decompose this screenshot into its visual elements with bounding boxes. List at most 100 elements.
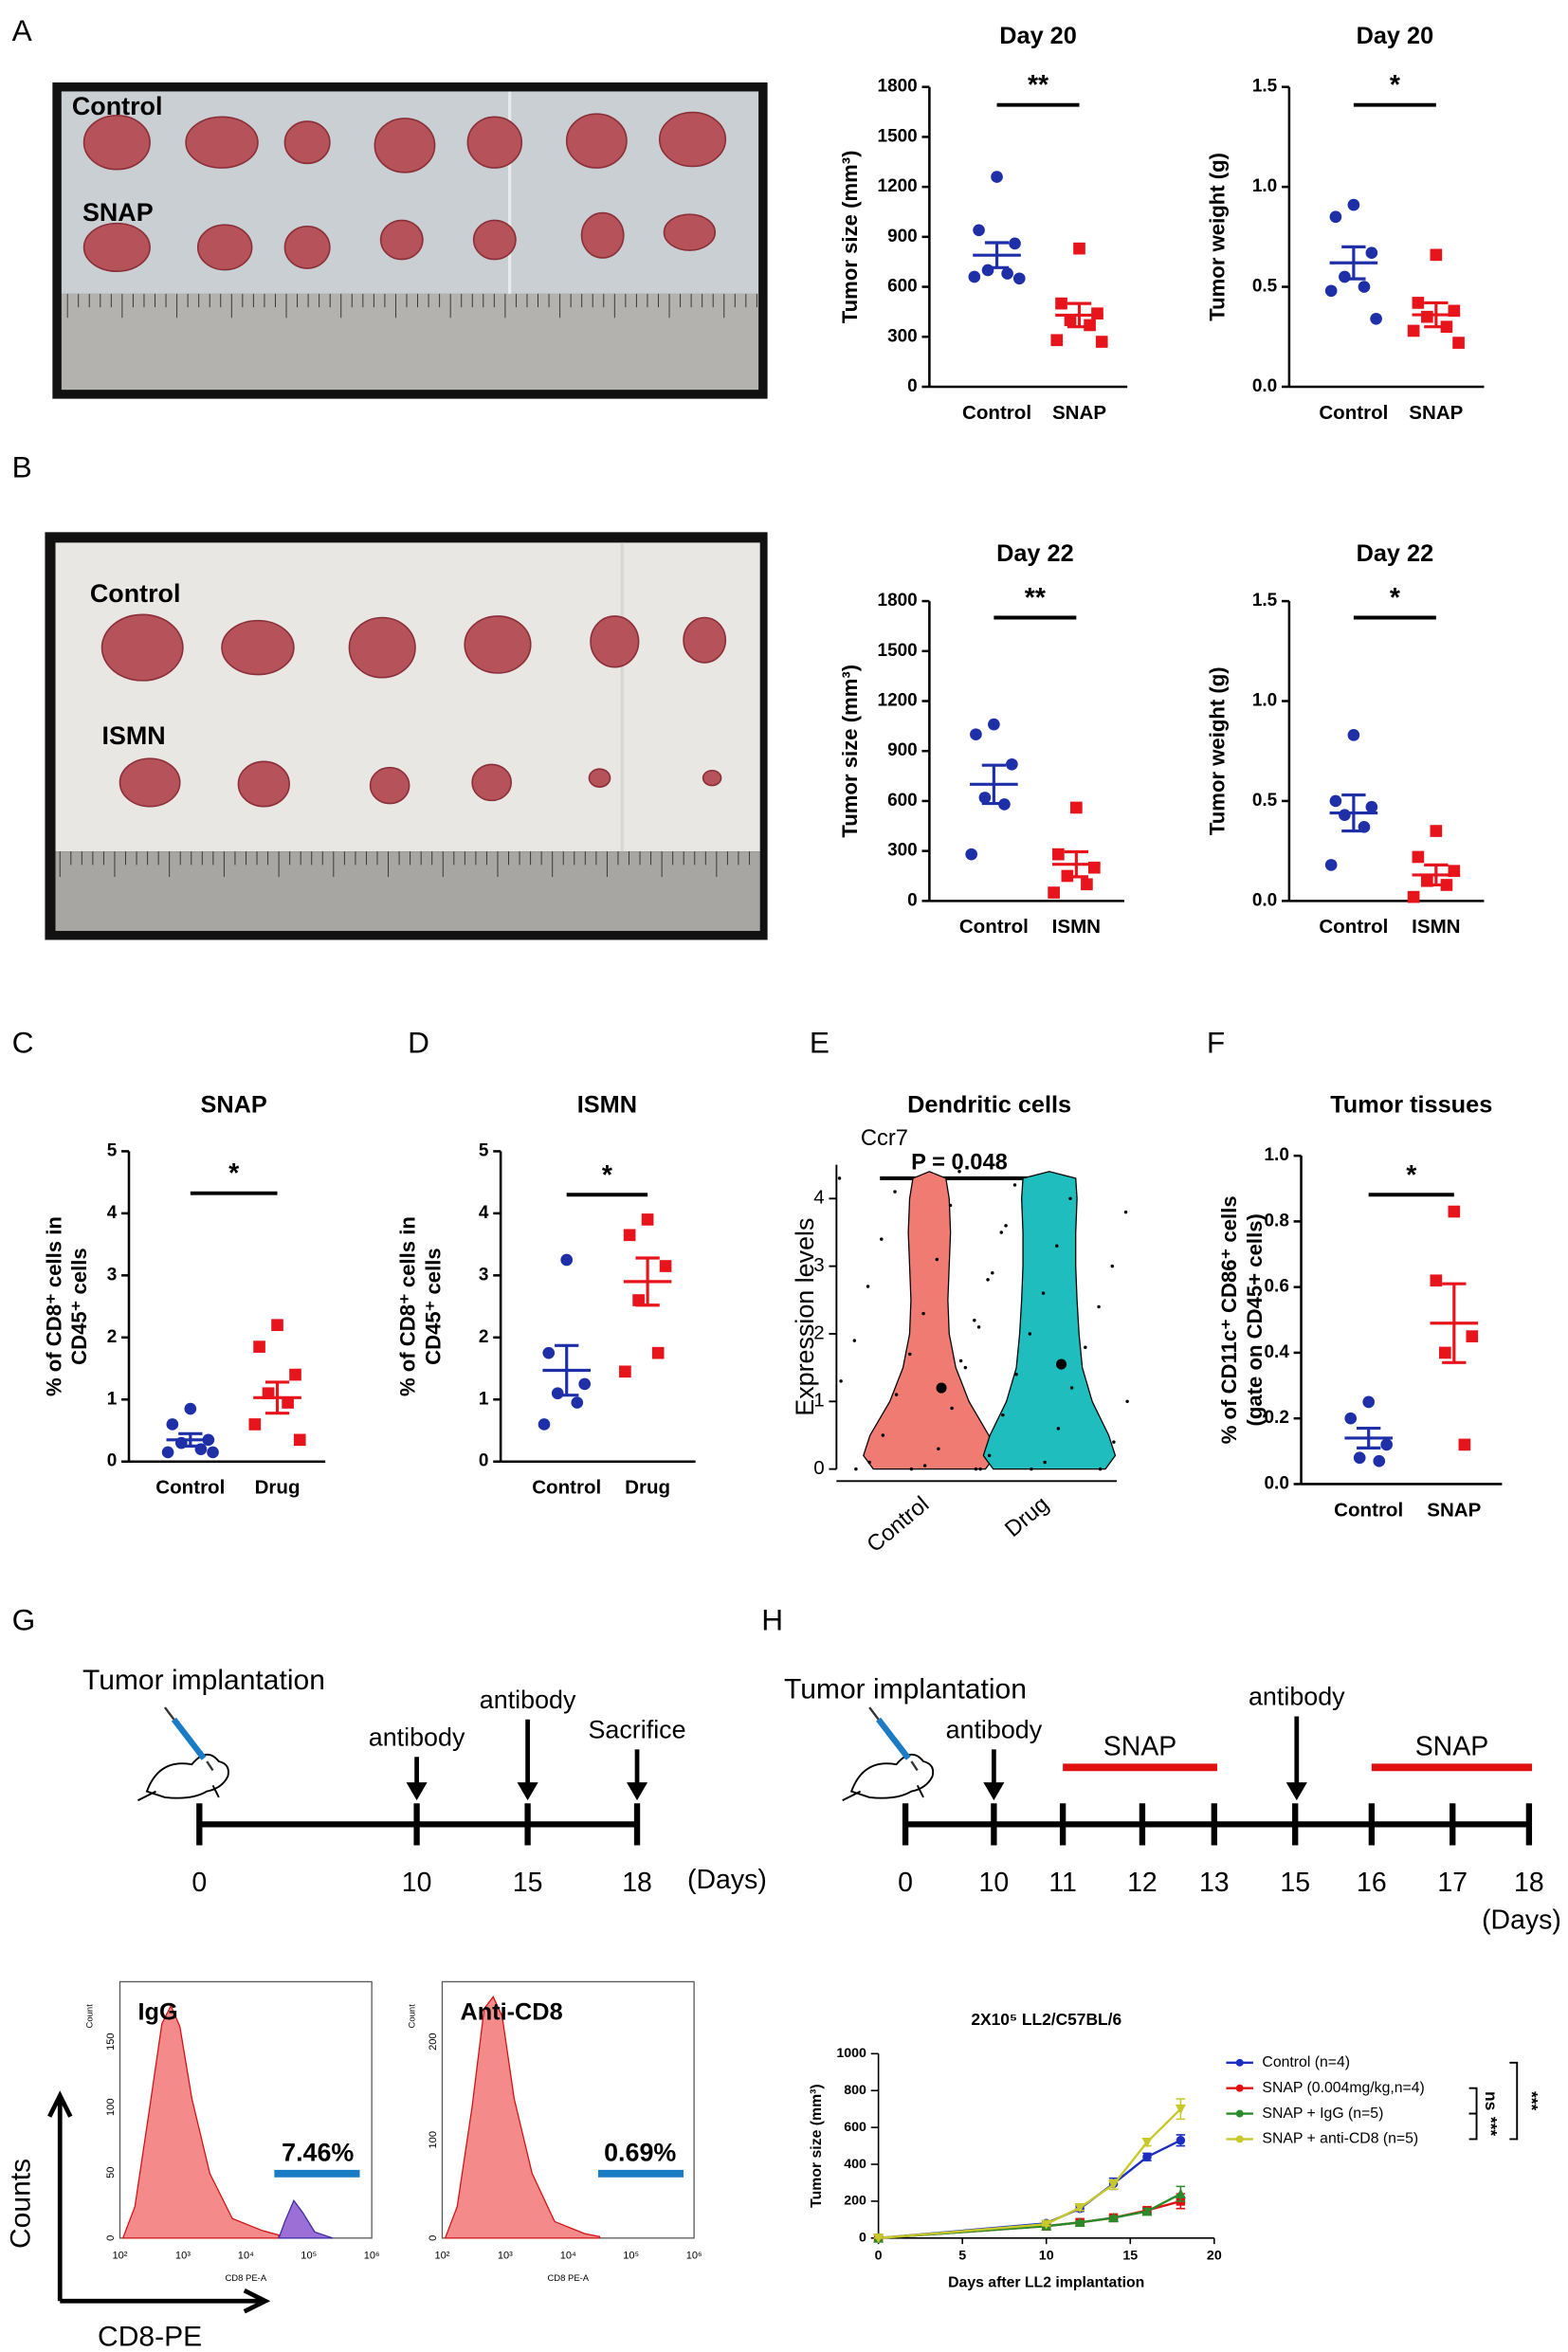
data-point bbox=[1458, 1438, 1471, 1451]
panel-letter: E bbox=[810, 1025, 830, 1059]
data-point bbox=[1081, 878, 1093, 891]
x-tick-label: Control bbox=[1319, 402, 1388, 424]
jitter-point bbox=[1098, 1467, 1103, 1471]
data-point bbox=[161, 1446, 174, 1459]
flow-x-tick: 10⁴ bbox=[560, 2251, 576, 2262]
axis-arrows bbox=[47, 2090, 271, 2314]
significance: ** bbox=[1028, 70, 1049, 100]
tumor bbox=[283, 120, 331, 165]
tumor bbox=[588, 768, 611, 788]
y-axis-label: % of CD8⁺ cells in bbox=[42, 1216, 65, 1396]
timeline-tick-label: 15 bbox=[513, 1868, 543, 1898]
y-tick-label: 0.6 bbox=[1265, 1277, 1289, 1297]
jitter-point bbox=[935, 1257, 939, 1262]
median-point bbox=[936, 1382, 947, 1394]
data-point bbox=[1347, 198, 1360, 211]
photo-b bbox=[45, 532, 768, 940]
data-point bbox=[1006, 757, 1018, 771]
data-point bbox=[1064, 314, 1077, 327]
y-tick-label: 0 bbox=[859, 2231, 866, 2246]
data-point bbox=[1142, 2152, 1152, 2161]
data-point bbox=[1052, 848, 1065, 861]
panel-letter: B bbox=[12, 449, 32, 483]
jitter-point bbox=[978, 1467, 982, 1471]
data-point bbox=[1347, 729, 1360, 741]
timeline-tick-label: 10 bbox=[402, 1868, 432, 1898]
jitter-point bbox=[1012, 1183, 1017, 1187]
flow-y-tick: 50 bbox=[105, 2167, 117, 2179]
y-axis-label: Tumor size (mm³) bbox=[838, 665, 862, 838]
flow-x-tick: 10⁵ bbox=[301, 2251, 317, 2262]
y-tick-label: 1.5 bbox=[1252, 77, 1278, 97]
timeline-tick-label: 12 bbox=[1127, 1868, 1158, 1898]
jitter-point bbox=[1004, 1224, 1008, 1228]
y-tick-label: 0.0 bbox=[1252, 890, 1277, 910]
y-tick-label: 1 bbox=[813, 1390, 824, 1412]
event-arrowhead bbox=[517, 1782, 538, 1801]
legend-marker bbox=[1235, 2084, 1244, 2092]
y-tick-label: 0 bbox=[813, 1457, 824, 1479]
data-point bbox=[1370, 312, 1382, 325]
event-arrowhead bbox=[406, 1782, 428, 1801]
data-point bbox=[659, 1260, 672, 1272]
chart-title: Tumor tissues bbox=[1330, 1092, 1492, 1119]
ruler bbox=[61, 293, 759, 391]
flow-y-tick: 150 bbox=[105, 2033, 117, 2050]
event-label: Sacrifice bbox=[589, 1715, 686, 1743]
jitter-point bbox=[1112, 1440, 1116, 1444]
tumor bbox=[348, 616, 416, 679]
tumor bbox=[590, 615, 640, 668]
chart-title: SNAP bbox=[201, 1092, 267, 1119]
tumor bbox=[119, 757, 181, 808]
jitter-point bbox=[1110, 1264, 1115, 1268]
timeline-start-label: Tumor implantation bbox=[784, 1674, 1027, 1705]
error-bar bbox=[1357, 1426, 1381, 1449]
timeline-tick-label: 15 bbox=[1280, 1868, 1310, 1898]
y-axis-label: Tumor weight (g) bbox=[1205, 153, 1229, 321]
y-axis-label: Tumor size (mm³) bbox=[809, 2084, 825, 2207]
flow-y-tick: 0 bbox=[105, 2235, 117, 2241]
series-line bbox=[878, 2199, 1181, 2240]
y-tick-label: 1800 bbox=[878, 591, 918, 611]
data-point bbox=[1324, 284, 1338, 298]
y-tick-label: 900 bbox=[887, 227, 918, 246]
y-tick-label: 3 bbox=[107, 1265, 118, 1285]
jitter-point bbox=[950, 1406, 954, 1411]
jitter-point bbox=[1069, 1386, 1074, 1390]
chart-title: Day 20 bbox=[1357, 23, 1434, 49]
y-tick-label: 1 bbox=[479, 1389, 489, 1409]
x-axis-label: Days after LL2 implantation bbox=[948, 2274, 1144, 2290]
jitter-point bbox=[937, 1447, 940, 1450]
chart-subtitle: Ccr7 bbox=[861, 1126, 908, 1151]
tumor bbox=[466, 116, 523, 169]
jitter-point bbox=[1028, 1332, 1032, 1336]
tumor bbox=[663, 213, 717, 251]
y-tick-label: 0 bbox=[107, 1451, 118, 1471]
error-bar bbox=[555, 1343, 579, 1397]
photo-label: SNAP bbox=[82, 198, 154, 227]
significance-bracket bbox=[1468, 2087, 1478, 2115]
jitter-point bbox=[974, 1467, 978, 1471]
significance: * bbox=[602, 1160, 613, 1191]
data-point bbox=[1407, 890, 1420, 903]
y-tick-label: 1.5 bbox=[1252, 591, 1278, 611]
data-point bbox=[1430, 1274, 1443, 1287]
error-bar bbox=[1442, 1282, 1467, 1364]
flow-x-tick: 10⁴ bbox=[238, 2251, 254, 2262]
event-label: antibody bbox=[946, 1715, 1043, 1743]
data-point bbox=[1108, 2179, 1120, 2190]
data-point bbox=[988, 718, 1000, 731]
flow-x-label: CD8 PE-A bbox=[547, 2273, 589, 2284]
series-line bbox=[878, 2139, 1181, 2240]
x-tick-label: SNAP bbox=[1409, 402, 1463, 424]
timeline-tick-label: 0 bbox=[191, 1868, 207, 1898]
data-point bbox=[1055, 297, 1067, 310]
data-point bbox=[1074, 2202, 1085, 2214]
y-tick-label: 600 bbox=[887, 791, 918, 811]
data-point bbox=[1329, 210, 1342, 224]
axis-label: CD8-PE bbox=[98, 2322, 202, 2352]
significance: * bbox=[1390, 70, 1401, 100]
y-tick-label: 2 bbox=[813, 1322, 824, 1343]
y-axis-label: Expression levels bbox=[791, 1218, 819, 1416]
data-point bbox=[293, 1433, 306, 1447]
